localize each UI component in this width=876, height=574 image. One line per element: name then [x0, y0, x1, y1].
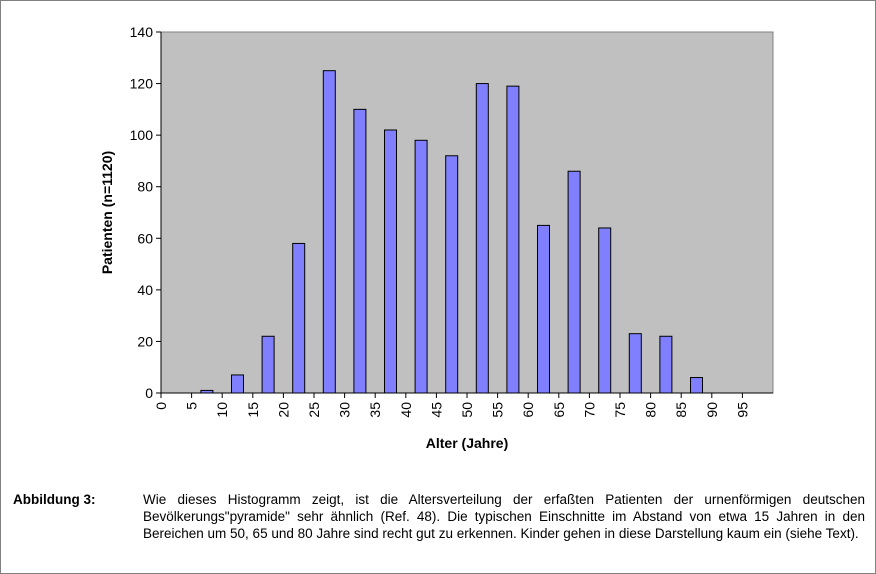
histogram-bar	[598, 227, 612, 394]
plot-area	[160, 31, 774, 394]
y-tick-label: 60	[137, 230, 153, 246]
x-tick-label: 15	[245, 402, 261, 418]
x-tick-label: 90	[704, 402, 720, 418]
histogram-bar	[537, 224, 550, 394]
x-tick-label: 45	[428, 402, 444, 418]
histogram-bar	[353, 108, 367, 394]
x-tick-label: 75	[612, 402, 628, 418]
y-tick-label: 20	[137, 333, 153, 349]
histogram-bar	[261, 335, 275, 394]
histogram-chart: 0 20 40 60 80 100 120 140 0 5 10 15 20 25 30 35 40 45 50 5…	[99, 24, 774, 451]
x-tick-label: 0	[153, 402, 169, 410]
histogram-bar	[231, 374, 244, 394]
figure-caption: Abbildung 3: Wie dieses Histogramm zeigt…	[13, 491, 865, 542]
y-tick-label: 80	[137, 179, 153, 195]
caption-label: Abbildung 3:	[13, 492, 96, 507]
x-tick-label: 95	[734, 402, 750, 418]
y-tick-label: 120	[130, 76, 154, 92]
histogram-bar	[475, 83, 489, 394]
x-tick-label: 25	[306, 402, 322, 418]
x-tick-label: 70	[581, 402, 597, 418]
x-tick-label: 50	[459, 402, 475, 418]
x-tick-label: 40	[398, 402, 414, 418]
y-tick-label: 100	[130, 127, 154, 143]
histogram-bar	[414, 139, 428, 394]
x-tick-label: 20	[275, 402, 291, 418]
x-axis-label: Alter (Jahre)	[426, 435, 508, 451]
histogram-bar	[292, 242, 306, 394]
histogram-bar	[445, 155, 459, 394]
histogram-bar	[322, 70, 336, 394]
x-tick-label: 80	[643, 402, 659, 418]
histogram-bar	[384, 129, 397, 394]
x-tick-label: 85	[673, 402, 689, 418]
histogram-bar	[690, 377, 703, 394]
y-tick-label: 140	[130, 24, 154, 40]
x-tick-label: 60	[520, 402, 536, 418]
y-axis-label: Patienten (n=1120)	[99, 151, 115, 274]
histogram-bar	[628, 333, 642, 394]
histogram-bar	[567, 170, 581, 394]
y-tick-label: 0	[145, 385, 153, 401]
x-tick-label: 65	[551, 402, 567, 418]
x-tick-label: 10	[214, 402, 230, 418]
caption-text: Wie dieses Histogramm zeigt, ist die Alt…	[143, 492, 865, 541]
x-tick-label: 30	[337, 402, 353, 418]
x-tick-label: 5	[184, 402, 200, 410]
y-tick-label: 40	[137, 282, 153, 298]
x-tick-label: 35	[367, 402, 383, 418]
x-tick-label: 55	[490, 402, 506, 418]
histogram-bar	[506, 85, 520, 394]
histogram-bar	[659, 335, 673, 394]
